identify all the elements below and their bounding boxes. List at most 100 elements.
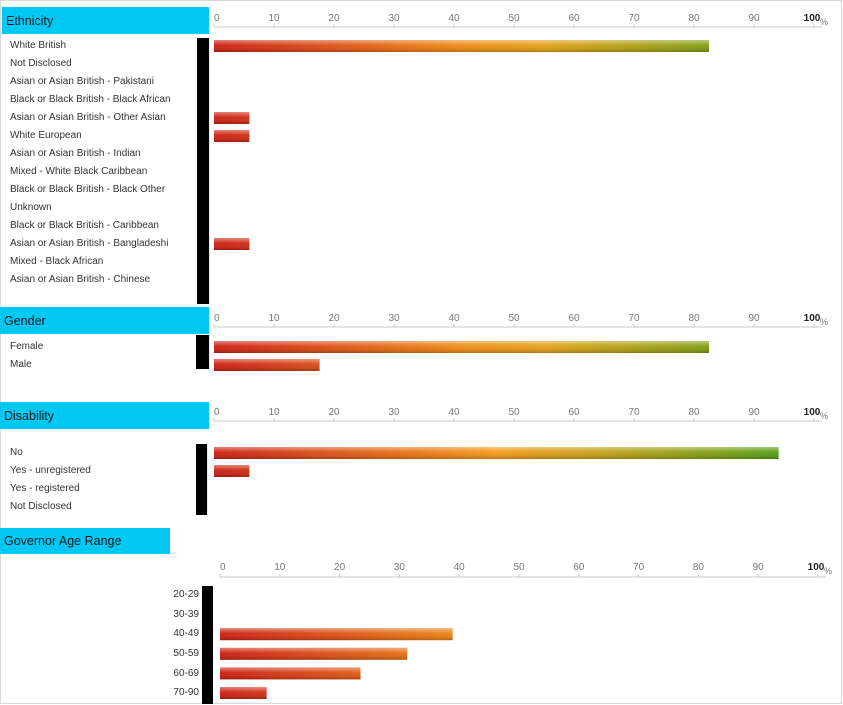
bar-shading (220, 628, 453, 641)
chart-1: 0 10 20 30 40 50 60 70 80 90 100% (213, 313, 828, 371)
ethnicity-label: Not Disclosed (10, 58, 72, 69)
disability-title: Disability (4, 408, 55, 423)
ethnicity-label: Mixed - Black African (10, 256, 104, 267)
ethnicity-header: Ethnicity (2, 7, 209, 34)
age-range-axis-marker (202, 586, 213, 704)
x-tick-label: 20 (334, 562, 346, 573)
ethnicity-title: Ethnicity (6, 13, 54, 28)
age-range-label: 40-49 (173, 628, 199, 639)
x-tick-label: 90 (748, 407, 760, 418)
age-range-title: Governor Age Range (4, 534, 122, 548)
x-tick-label: 60 (568, 407, 580, 418)
x-tick-label: 10 (274, 562, 286, 573)
x-tick-label: 90 (753, 562, 765, 573)
ethnicity-label: Asian or Asian British - Pakistani (10, 76, 154, 87)
ethnicity-label: Mixed - White Black Caribbean (10, 166, 148, 177)
disability-header: Disability (0, 402, 209, 429)
bar-shading (220, 687, 267, 699)
x-tick-label: 20 (328, 13, 340, 24)
ethnicity-label: White European (10, 130, 82, 141)
bar-shading (214, 130, 250, 142)
bar-shading (214, 341, 709, 353)
x-tick-label: 90 (748, 13, 760, 24)
gender-header: Gender (0, 307, 209, 334)
x-tick-label: 30 (388, 13, 400, 24)
x-tick-label: 60 (568, 13, 580, 24)
chart-3: 0 10 20 30 40 50 60 70 80 90 100% (219, 562, 832, 699)
x-tick-label: 30 (388, 313, 400, 324)
disability-label: No (10, 447, 23, 458)
age-range-label: 60-69 (173, 668, 199, 679)
x-tick-label: 100 (804, 13, 821, 24)
x-tick-label: 30 (388, 407, 400, 418)
bar-shading (214, 40, 709, 52)
x-tick-label: 100 (804, 313, 821, 324)
disability-axis-marker (196, 444, 208, 515)
x-tick-label: 80 (688, 407, 700, 418)
ethnicity-label: Black or Black British - Black Other (10, 184, 166, 195)
x-tick-label: 60 (573, 562, 585, 573)
x-tick-label: 50 (513, 562, 525, 573)
ethnicity-label: Asian or Asian British - Other Asian (10, 112, 166, 123)
disability-label: Not Disclosed (10, 501, 72, 512)
age-range-header: Governor Age Range (0, 528, 170, 554)
x-tick-label: 10 (268, 13, 280, 24)
ethnicity-label: Black or Black British - Black African (10, 94, 171, 105)
x-unit-label: % (824, 566, 832, 576)
ethnicity-axis-marker (197, 38, 210, 304)
x-tick-label: 50 (508, 407, 520, 418)
x-unit-label: % (820, 17, 828, 27)
gender-label: Female (10, 341, 44, 352)
x-tick-label: 80 (688, 313, 700, 324)
x-tick-label: 0 (214, 313, 220, 324)
ethnicity-label: Asian or Asian British - Bangladeshi (10, 238, 169, 249)
bar-shading (220, 647, 408, 660)
gender-axis-marker (196, 335, 210, 369)
age-range-label: 20-29 (173, 589, 199, 600)
x-tick-label: 90 (748, 313, 760, 324)
x-tick-label: 60 (568, 313, 580, 324)
bar-shading (220, 667, 361, 680)
x-tick-label: 30 (394, 562, 406, 573)
x-tick-label: 0 (214, 13, 220, 24)
x-tick-label: 50 (508, 13, 520, 24)
x-tick-label: 100 (808, 562, 825, 573)
x-tick-label: 70 (628, 13, 640, 24)
gender-label: Male (10, 359, 32, 370)
chart-2: 0 10 20 30 40 50 60 70 80 90 100% (213, 407, 828, 477)
x-tick-label: 40 (448, 13, 460, 24)
bar-shading (214, 359, 320, 371)
x-tick-label: 10 (268, 313, 280, 324)
age-range-label: 70-90 (173, 687, 199, 698)
x-tick-label: 70 (633, 562, 645, 573)
ethnicity-label: Black or Black British - Caribbean (10, 220, 159, 231)
x-tick-label: 40 (454, 562, 466, 573)
x-tick-label: 20 (328, 313, 340, 324)
x-unit-label: % (820, 411, 828, 421)
ethnicity-label: White British (10, 40, 67, 51)
x-tick-label: 10 (268, 407, 280, 418)
disability-label: Yes - registered (10, 483, 80, 494)
gender-title: Gender (4, 313, 46, 328)
bar-shading (214, 238, 250, 250)
ethnicity-label: Asian or Asian British - Indian (10, 148, 141, 159)
x-unit-label: % (820, 317, 828, 327)
x-tick-label: 80 (693, 562, 705, 573)
x-tick-label: 40 (448, 313, 460, 324)
ethnicity-label: Asian or Asian British - Chinese (10, 274, 151, 285)
x-tick-label: 70 (628, 313, 640, 324)
x-tick-label: 80 (688, 13, 700, 24)
disability-label: Yes - unregistered (10, 465, 91, 476)
x-tick-label: 0 (214, 407, 220, 418)
ethnicity-label: Unknown (10, 202, 52, 213)
age-range-label: 50-59 (173, 648, 199, 659)
x-tick-label: 50 (508, 313, 520, 324)
bar-shading (214, 112, 250, 124)
bar-shading (214, 447, 779, 459)
age-range-label: 30-39 (173, 609, 199, 620)
x-tick-label: 100 (804, 407, 821, 418)
bar-shading (214, 465, 250, 477)
x-tick-label: 0 (220, 562, 226, 573)
chart-0: 0 10 20 30 40 50 60 70 80 90 100% (213, 13, 828, 250)
